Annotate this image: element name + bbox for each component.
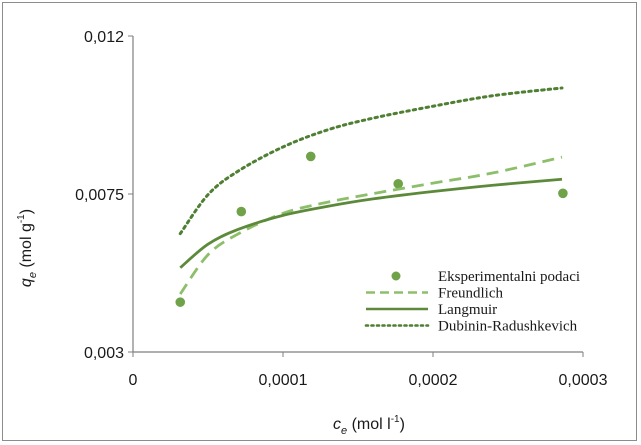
x-axis-symbol: c: [333, 416, 341, 433]
axes: 0,003 0,0075 0,012 0 0,0001 0,0002 0,0003: [75, 29, 608, 389]
y-axis-unit-post: ): [18, 209, 35, 214]
x-axis-unit-post: ): [400, 416, 405, 433]
legend-label-dubinin-radushkevich: Dubinin-Radushkevich: [438, 319, 578, 335]
x-axis-unit: (mol l: [347, 416, 391, 433]
legend: Eksperimentalni podaciFreundlichLangmuir…: [364, 269, 580, 335]
x-axis-symbol-sub: e: [341, 425, 347, 437]
x-tick-label: 0,0003: [559, 372, 608, 389]
data-point-eksperimentalni-podaci: [393, 179, 404, 189]
y-tick-label: 0,012: [84, 29, 124, 46]
data-point-eksperimentalni-podaci: [305, 151, 316, 162]
series-line-freundlich: [179, 155, 563, 295]
series-line-dubinin-radushkevich: [178, 86, 564, 236]
legend-label-freundlich: Freundlich: [438, 286, 503, 302]
y-axis-symbol: q: [18, 278, 35, 287]
y-tick-label: 0,003: [84, 345, 124, 362]
y-axis-unit-sup: -1: [16, 214, 27, 223]
data-point-eksperimentalni-podaci: [558, 188, 568, 199]
data-point-eksperimentalni-podaci: [236, 206, 247, 217]
x-tick-label: 0,0001: [259, 372, 308, 389]
series-line-langmuir: [179, 177, 563, 269]
series-layer: [175, 86, 568, 307]
x-tick-label: 0,0002: [409, 372, 458, 389]
legend-marker-eksperimentalni-podaci: [391, 271, 401, 281]
y-axis-unit: (mol g: [18, 223, 35, 272]
y-axis-title: qe (mol g-1): [16, 209, 39, 287]
x-axis-unit-sup: -1: [391, 414, 400, 425]
legend-label-langmuir: Langmuir: [438, 302, 497, 318]
y-tick-label: 0,0075: [75, 187, 124, 204]
legend-label-eksperimentalni-podaci: Eksperimentalni podaci: [438, 269, 580, 285]
chart-frame: [2, 2, 637, 441]
data-point-eksperimentalni-podaci: [175, 297, 186, 307]
x-axis-title: ce (mol l-1): [333, 414, 405, 437]
y-axis-symbol-sub: e: [27, 272, 39, 278]
x-tick-label: 0: [129, 372, 138, 389]
